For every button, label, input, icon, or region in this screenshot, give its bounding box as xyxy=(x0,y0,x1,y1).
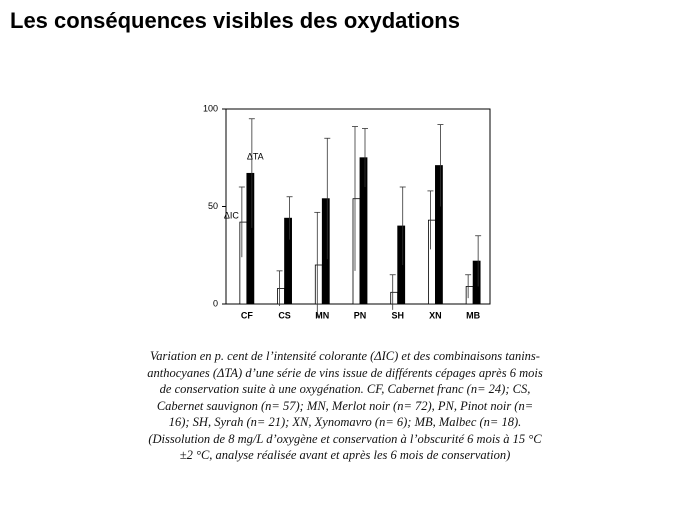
x-tick-label: CF xyxy=(241,310,253,320)
bar xyxy=(352,198,361,305)
y-tick-label: 0 xyxy=(213,298,218,308)
bar xyxy=(472,260,481,305)
x-tick-label: MB xyxy=(466,310,480,320)
bar xyxy=(359,157,368,305)
y-tick-label: 100 xyxy=(203,103,218,113)
bar xyxy=(397,225,406,305)
bar xyxy=(314,264,323,305)
series-label: ΔTA xyxy=(247,152,264,162)
bar xyxy=(246,172,255,305)
x-tick-label: MN xyxy=(315,310,329,320)
bar xyxy=(465,286,474,305)
bar xyxy=(390,291,399,305)
caption: Variation en p. cent de l’intensité colo… xyxy=(110,348,580,464)
slide-title: Les conséquences visibles des oxydations xyxy=(10,8,460,33)
caption-line: (Dissolution de 8 mg/L d’oxygène et cons… xyxy=(148,431,542,446)
x-tick-label: XN xyxy=(429,310,442,320)
caption-line: Variation en p. cent de l’intensité colo… xyxy=(150,349,540,363)
bar xyxy=(239,221,248,305)
bar xyxy=(284,217,292,305)
caption-line: 16); SH, Syrah (n= 21); XN, Xynomavro (n… xyxy=(168,415,522,429)
bar xyxy=(321,198,330,305)
caption-line: anthocyanes (ΔTA) d’une série de vins is… xyxy=(147,365,543,380)
caption-line: ±2 °C, analyse réalisée avant et après l… xyxy=(179,448,511,462)
bar xyxy=(435,165,443,305)
bar xyxy=(277,287,285,305)
x-tick-label: CS xyxy=(278,310,291,320)
bar xyxy=(428,219,436,305)
x-tick-label: PN xyxy=(354,310,367,320)
caption-line: Cabernet sauvignon (n= 57); MN, Merlot n… xyxy=(156,398,534,413)
series-label: ΔIC xyxy=(224,210,240,220)
caption-line: de conservation suite à une oxygénation.… xyxy=(159,382,531,396)
y-tick-label: 50 xyxy=(208,201,218,211)
x-tick-label: SH xyxy=(391,310,404,320)
